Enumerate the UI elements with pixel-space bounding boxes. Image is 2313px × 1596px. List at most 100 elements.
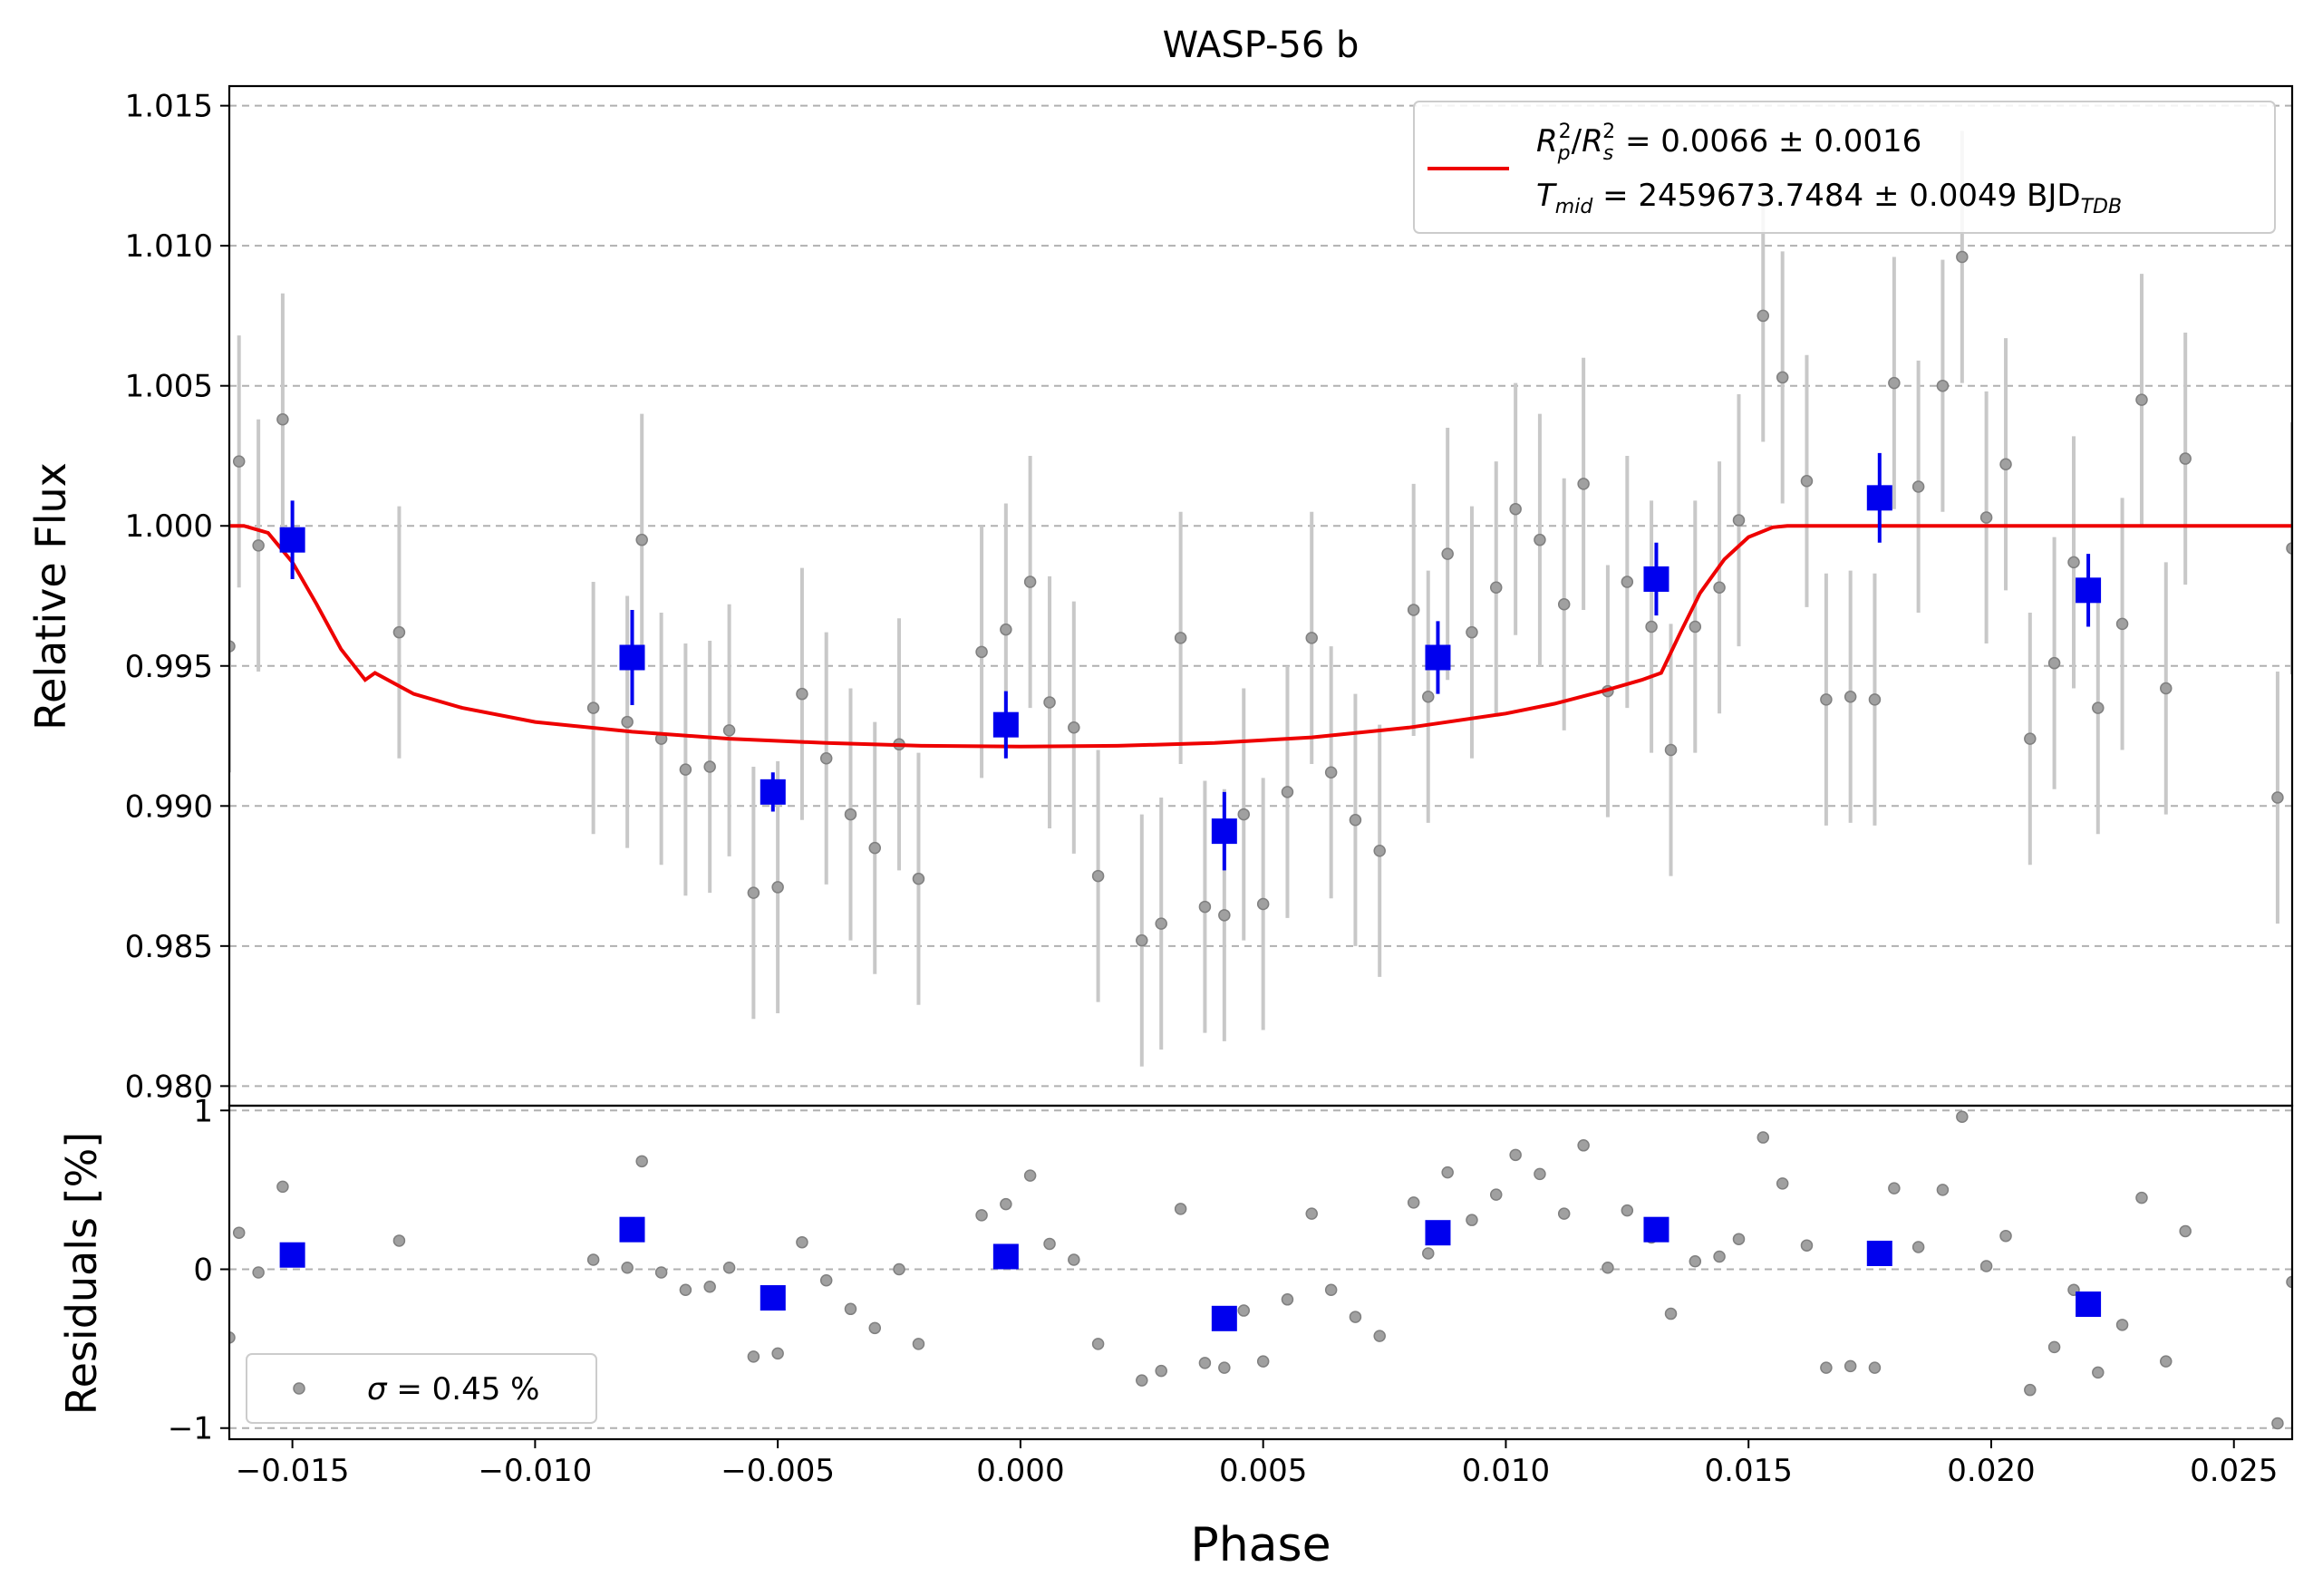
x-tick-label: 0.015 <box>1705 1453 1793 1489</box>
unbinned-residual-point <box>1999 1229 2012 1243</box>
unbinned-residual-point <box>1155 1364 1167 1378</box>
unbinned-point <box>1155 917 1167 930</box>
unbinned-point <box>1136 933 1148 947</box>
unbinned-residual-point <box>1091 1338 1105 1350</box>
unbinned-point <box>1091 869 1105 883</box>
unbinned-residual-point <box>1305 1207 1318 1220</box>
unbinned-residual-point <box>1936 1184 1950 1196</box>
unbinned-residual-point <box>1441 1166 1454 1179</box>
unbinned-residual-point <box>635 1155 648 1168</box>
unbinned-point <box>2179 452 2192 465</box>
unbinned-point <box>1174 632 1187 644</box>
unbinned-residual-point <box>2115 1319 2129 1331</box>
unbinned-point <box>1023 576 1037 588</box>
binned-residual-point <box>760 1285 786 1311</box>
unbinned-residual-point <box>1979 1260 1993 1272</box>
unbinned-point <box>1732 514 1746 527</box>
unbinned-point <box>722 724 736 737</box>
unbinned-point <box>1713 581 1726 594</box>
x-axis-label: Phase <box>1190 1518 1331 1572</box>
unbinned-point <box>912 872 925 885</box>
unbinned-point <box>1407 604 1420 616</box>
unbinned-point <box>2024 732 2037 745</box>
binned-point <box>760 779 786 805</box>
unbinned-residual-point <box>975 1209 988 1222</box>
binned-residual-point <box>619 1216 645 1243</box>
unbinned-point <box>796 687 808 701</box>
binned-residual-point <box>1211 1305 1237 1331</box>
unbinned-residual-point <box>1757 1131 1770 1144</box>
top-y-tick-label: 0.985 <box>125 929 213 965</box>
x-tick-label: −0.005 <box>721 1453 835 1489</box>
unbinned-residual-point <box>1000 1197 1012 1211</box>
unbinned-point <box>1664 743 1678 757</box>
unbinned-residual-point <box>392 1234 406 1247</box>
unbinned-residual-point <box>1373 1330 1386 1342</box>
top-y-tick-label: 1.010 <box>125 228 213 265</box>
unbinned-residual-point <box>2047 1340 2061 1354</box>
unbinned-residual-point <box>621 1261 634 1274</box>
unbinned-point <box>703 760 716 773</box>
bottom-y-axis-label: Residuals [%] <box>57 1132 106 1415</box>
x-tick-label: 0.000 <box>976 1453 1064 1489</box>
binned-residual-point <box>1643 1216 1669 1243</box>
top-y-tick-label: 0.980 <box>125 1069 213 1105</box>
unbinned-residual-point <box>1664 1307 1678 1320</box>
unbinned-residual-point <box>1844 1359 1857 1373</box>
unbinned-point <box>1868 693 1882 706</box>
unbinned-point <box>1281 786 1294 798</box>
unbinned-residual-point <box>2135 1191 2148 1204</box>
unbinned-point <box>1645 620 1658 634</box>
unbinned-point <box>1534 533 1546 547</box>
unbinned-point <box>1237 808 1251 821</box>
unbinned-point <box>229 640 236 653</box>
unbinned-residual-point <box>703 1281 716 1293</box>
unbinned-residual-point <box>1489 1188 1503 1201</box>
x-tick-label: −0.010 <box>478 1453 592 1489</box>
unbinned-residual-point <box>1218 1361 1231 1374</box>
unbinned-residual-point <box>1868 1361 1882 1374</box>
top-panel-y-axis: 0.980 0.985 0.990 0.995 1.000 1.005 1.010 1.015 <box>125 89 229 1105</box>
unbinned-point <box>1800 475 1814 488</box>
binned-point <box>1866 485 1892 511</box>
unbinned-residual-point <box>1911 1241 1925 1253</box>
bottom-y-tick-label: 0 <box>193 1252 213 1288</box>
binned-point <box>1643 566 1669 592</box>
unbinned-residual-point <box>1776 1177 1789 1190</box>
unbinned-point <box>2115 617 2129 631</box>
top-y-tick-label: 0.990 <box>125 788 213 825</box>
binned-residual-point <box>1866 1240 1892 1266</box>
unbinned-point <box>1373 845 1386 857</box>
unbinned-residual-point <box>1713 1250 1726 1263</box>
unbinned-point <box>1489 581 1503 594</box>
unbinned-residual-point <box>276 1180 289 1194</box>
unbinned-residual-point <box>1689 1254 1702 1268</box>
top-y-tick-label: 0.995 <box>125 649 213 685</box>
transit-model-line <box>229 524 2292 749</box>
x-tick-label: 0.025 <box>2190 1453 2278 1489</box>
unbinned-point <box>1422 691 1435 703</box>
unbinned-residual-point <box>1349 1311 1362 1323</box>
unbinned-point <box>1509 502 1522 516</box>
unbinned-point <box>2067 556 2080 569</box>
unbinned-residual-point <box>1068 1253 1080 1266</box>
top-legend-box <box>1413 101 2276 234</box>
unbinned-residual-point <box>2160 1355 2173 1368</box>
unbinned-residual-point <box>1174 1203 1187 1215</box>
unbinned-point <box>2271 791 2284 804</box>
unbinned-residual-point <box>1281 1293 1294 1306</box>
unbinned-point <box>747 886 760 899</box>
unbinned-point <box>1324 766 1338 779</box>
unbinned-residual-point <box>1466 1214 1478 1226</box>
unbinned-residual-point <box>232 1226 246 1239</box>
unbinned-point <box>1256 897 1270 911</box>
binned-residual-point <box>992 1243 1019 1270</box>
unbinned-residual-point <box>2024 1383 2037 1397</box>
unbinned-point <box>1911 480 1925 493</box>
unbinned-point <box>1776 371 1789 384</box>
unbinned-residual-point <box>1198 1357 1212 1369</box>
bottom-legend: σ = 0.45 % <box>246 1353 597 1424</box>
unbinned-residual-point <box>1407 1196 1420 1209</box>
unbinned-point <box>1621 576 1634 588</box>
